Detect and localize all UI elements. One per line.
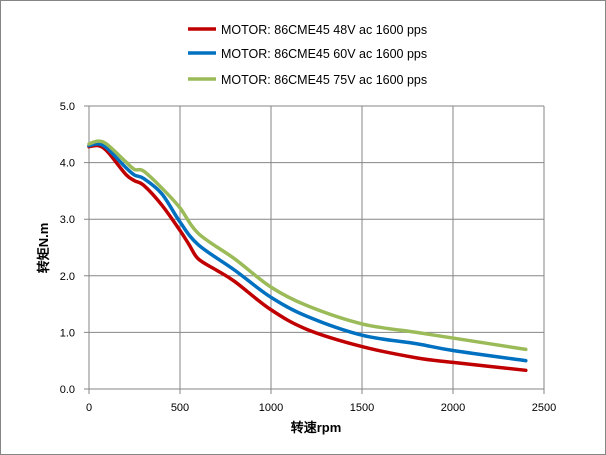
series-line-3 <box>87 139 528 352</box>
y-tick-label: 0.0 <box>60 384 75 396</box>
series-lines <box>87 139 528 373</box>
x-tick-label: 1500 <box>350 402 374 414</box>
legend-label: MOTOR: 86CME45 75V ac 1600 pps <box>221 73 427 87</box>
y-tick-label: 4.0 <box>60 158 75 170</box>
x-tick-label: 0 <box>86 402 92 414</box>
x-tick-label: 500 <box>171 402 189 414</box>
y-tick-label: 1.0 <box>60 327 75 339</box>
x-tick-label: 1000 <box>259 402 283 414</box>
tick-labels: 0 500 1000 1500 2000 2500 0.0 1.0 2.0 3.0 4.0 5.0 <box>60 101 557 414</box>
grid <box>84 105 545 394</box>
series-line-1 <box>87 143 528 373</box>
legend: MOTOR: 86CME45 48V ac 1600 pps MOTOR: 86C… <box>188 23 427 87</box>
y-tick-label: 5.0 <box>60 101 75 113</box>
series-line-2 <box>87 142 528 363</box>
x-tick-label: 2500 <box>532 402 556 414</box>
y-tick-label: 2.0 <box>60 271 75 283</box>
x-axis-label: 转速rpm <box>291 420 342 435</box>
legend-label: MOTOR: 86CME45 48V ac 1600 pps <box>221 23 427 37</box>
y-axis-label: 转矩N.m <box>36 223 51 274</box>
y-tick-label: 3.0 <box>60 214 75 226</box>
x-tick-label: 2000 <box>441 402 465 414</box>
legend-label: MOTOR: 86CME45 60V ac 1600 pps <box>221 47 427 61</box>
